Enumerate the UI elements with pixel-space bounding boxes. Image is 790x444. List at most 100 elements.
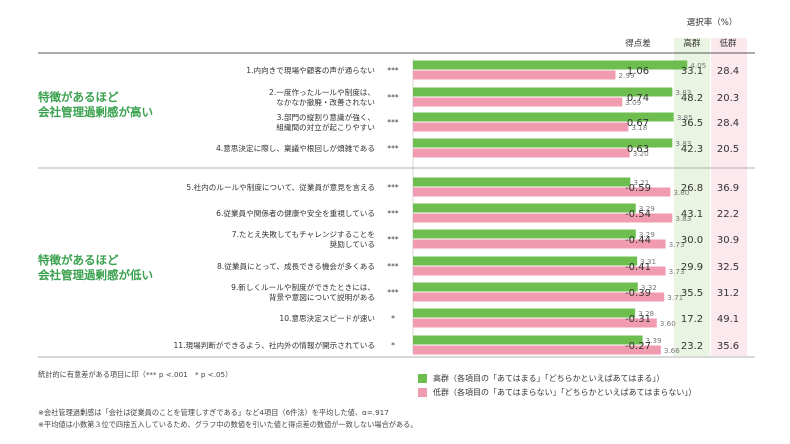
item-4-high-value: 3.83 — [675, 139, 691, 148]
item-3-high-rate: 36.5 — [681, 118, 703, 129]
item-7-high-rate: 30.0 — [681, 235, 703, 246]
item-11-high-rate: 23.2 — [681, 341, 703, 352]
item-7-low-bar — [413, 239, 666, 249]
item-9-high-rate: 35.5 — [681, 288, 703, 299]
item-2-low-rate: 20.3 — [717, 93, 739, 104]
item-10-low-value: 3.60 — [660, 319, 676, 328]
item-1-significance: *** — [387, 66, 399, 75]
item-9-significance: *** — [387, 288, 399, 297]
item-3-low-value: 3.18 — [631, 123, 647, 132]
significance-note: 統計的に有意差がある項目に印（*** p <.001 * p <.05） — [38, 370, 233, 379]
high-group-header: 高群 — [683, 38, 701, 49]
item-3-score-diff: 0.67 — [627, 118, 649, 129]
item-4-high-rate: 42.3 — [681, 144, 703, 155]
item-2-high-value: 3.83 — [675, 88, 691, 97]
item-11-low-value: 3.66 — [664, 346, 680, 355]
item-6-low-rate: 22.2 — [717, 209, 739, 220]
footnote-1: ※会社管理過剰感は「会社は従業員のことを管理しすぎである」など4項目（6件法）を… — [38, 408, 389, 417]
item-8-significance: *** — [387, 262, 399, 271]
item-8-high-value: 3.31 — [640, 257, 656, 266]
legend-high: 高群（各項目の「あてはまる」「どちらかといえばあてはまる」） — [418, 373, 664, 384]
item-4-low-rate: 20.5 — [717, 144, 739, 155]
item-3-high-value: 3.85 — [677, 113, 693, 122]
item-5-high-value: 3.21 — [633, 178, 649, 187]
item-9-low-rate: 31.2 — [717, 288, 739, 299]
item-7-label-line-1: 7.たとえ失敗してもチャレンジすることを — [232, 229, 375, 239]
item-7-high-value: 3.29 — [639, 230, 655, 239]
item-11-score-diff: -0.27 — [625, 341, 651, 352]
item-7-label-line-2: 奨励している — [330, 239, 375, 249]
item-6-high-value: 3.29 — [639, 204, 655, 213]
item-6-high-bar — [413, 203, 636, 213]
item-2-low-bar — [413, 97, 623, 107]
item-5-significance: *** — [387, 183, 399, 192]
item-2-low-value: 3.09 — [625, 98, 641, 107]
item-3-label-line-2: 組織間の対立が起こりやすい — [276, 122, 375, 132]
item-1-score-diff: 1.06 — [627, 66, 649, 77]
item-4-high-bar — [413, 138, 673, 148]
item-9-label-line-1: 9.新しくルールや制度ができたときには、 — [231, 282, 375, 292]
item-5-low-bar — [413, 187, 671, 197]
item-5-low-value: 3.80 — [673, 188, 689, 197]
item-1-low-rate: 28.4 — [717, 66, 739, 77]
selection-rate-header: 選択率（%） — [687, 17, 738, 28]
item-5-low-rate: 36.9 — [717, 183, 739, 194]
item-11-high-value: 3.39 — [646, 336, 662, 345]
item-8-low-value: 3.73 — [669, 267, 685, 276]
footnote-2: ※平均値は小数第３位で四捨五入しているため、グラフ中の数値を引いた値と得点差の数… — [38, 420, 418, 429]
item-1-low-value: 2.99 — [618, 71, 634, 80]
item-5-label: 5.社内のルールや制度について、従業員が意見を言える — [186, 182, 375, 192]
item-5-high-rate: 26.8 — [681, 183, 703, 194]
item-10-low-rate: 49.1 — [717, 314, 739, 325]
item-11-significance: * — [391, 341, 395, 350]
item-8-low-bar — [413, 266, 666, 276]
item-7-high-bar — [413, 229, 636, 239]
item-6-low-bar — [413, 213, 673, 223]
item-6-high-rate: 43.1 — [681, 209, 703, 220]
legend-low-label: 低群（各項目の「あてはまらない」「どちらかといえばあてはまらない」） — [433, 388, 697, 397]
item-1-high-rate: 33.1 — [681, 66, 703, 77]
item-4-label: 4.意思決定に際し、稟議や根回しが煩雑である — [216, 143, 375, 153]
item-3-significance: *** — [387, 118, 399, 127]
legend-high-label: 高群（各項目の「あてはまる」「どちらかといえばあてはまる」） — [433, 374, 665, 383]
item-4-score-diff: 0.63 — [627, 144, 649, 155]
item-11-high-bar — [413, 335, 643, 345]
item-10-high-value: 3.28 — [638, 309, 654, 318]
item-7-score-diff: -0.44 — [625, 235, 651, 246]
item-1-label: 1.内向きで現場や顧客の声が通らない — [246, 65, 375, 75]
group-label-1-line-1: 特徴があるほど — [38, 90, 119, 104]
item-9-high-value: 3.32 — [641, 283, 657, 292]
item-1-low-bar — [413, 70, 616, 80]
item-5-high-bar — [413, 177, 631, 187]
item-11-low-rate: 35.6 — [717, 341, 739, 352]
item-7-significance: *** — [387, 235, 399, 244]
score-diff-header: 得点差 — [625, 38, 651, 49]
item-10-significance: * — [391, 314, 395, 323]
low-group-header: 低群 — [719, 38, 737, 49]
comparison-bar-chart: 選択率（%）得点差 高群 低群特徴があるほど会社管理過剰感が高い特徴があるほど会社管… — [37, 17, 755, 358]
item-9-low-value: 3.71 — [667, 293, 683, 302]
item-6-score-diff: -0.54 — [625, 209, 651, 220]
item-10-score-diff: -0.31 — [625, 314, 651, 325]
item-8-label: 8.従業員にとって、成長できる機会が多くある — [217, 261, 375, 271]
item-8-high-bar — [413, 256, 638, 266]
item-9-label-line-2: 背景や意図について説明がある — [269, 292, 375, 302]
item-6-low-value: 3.83 — [675, 214, 691, 223]
item-2-high-rate: 48.2 — [681, 93, 703, 104]
group-label-2-line-1: 特徴があるほど — [38, 253, 119, 267]
item-8-high-rate: 29.9 — [681, 262, 703, 273]
item-3-low-bar — [413, 122, 629, 132]
legend-high-swatch — [418, 374, 427, 383]
item-2-high-bar — [413, 87, 673, 97]
group-label-2-line-2: 会社管理過剰感が低い — [37, 268, 153, 282]
item-11-label: 11.現場判断ができるよう、社内外の情報が開示されている — [173, 340, 375, 350]
item-3-label-line-1: 3.部門の縦割り意識が強く、 — [277, 112, 375, 122]
low-rate-column-bg — [711, 38, 747, 356]
item-1-high-bar — [413, 60, 688, 70]
item-3-high-bar — [413, 112, 674, 122]
item-3-low-rate: 28.4 — [717, 118, 739, 129]
group-label-1-line-2: 会社管理過剰感が高い — [37, 105, 153, 119]
item-2-label-line-2: なかなか撤廃・改善されない — [276, 97, 375, 107]
item-1-high-value: 4.05 — [690, 61, 706, 70]
item-8-low-rate: 32.5 — [717, 262, 739, 273]
